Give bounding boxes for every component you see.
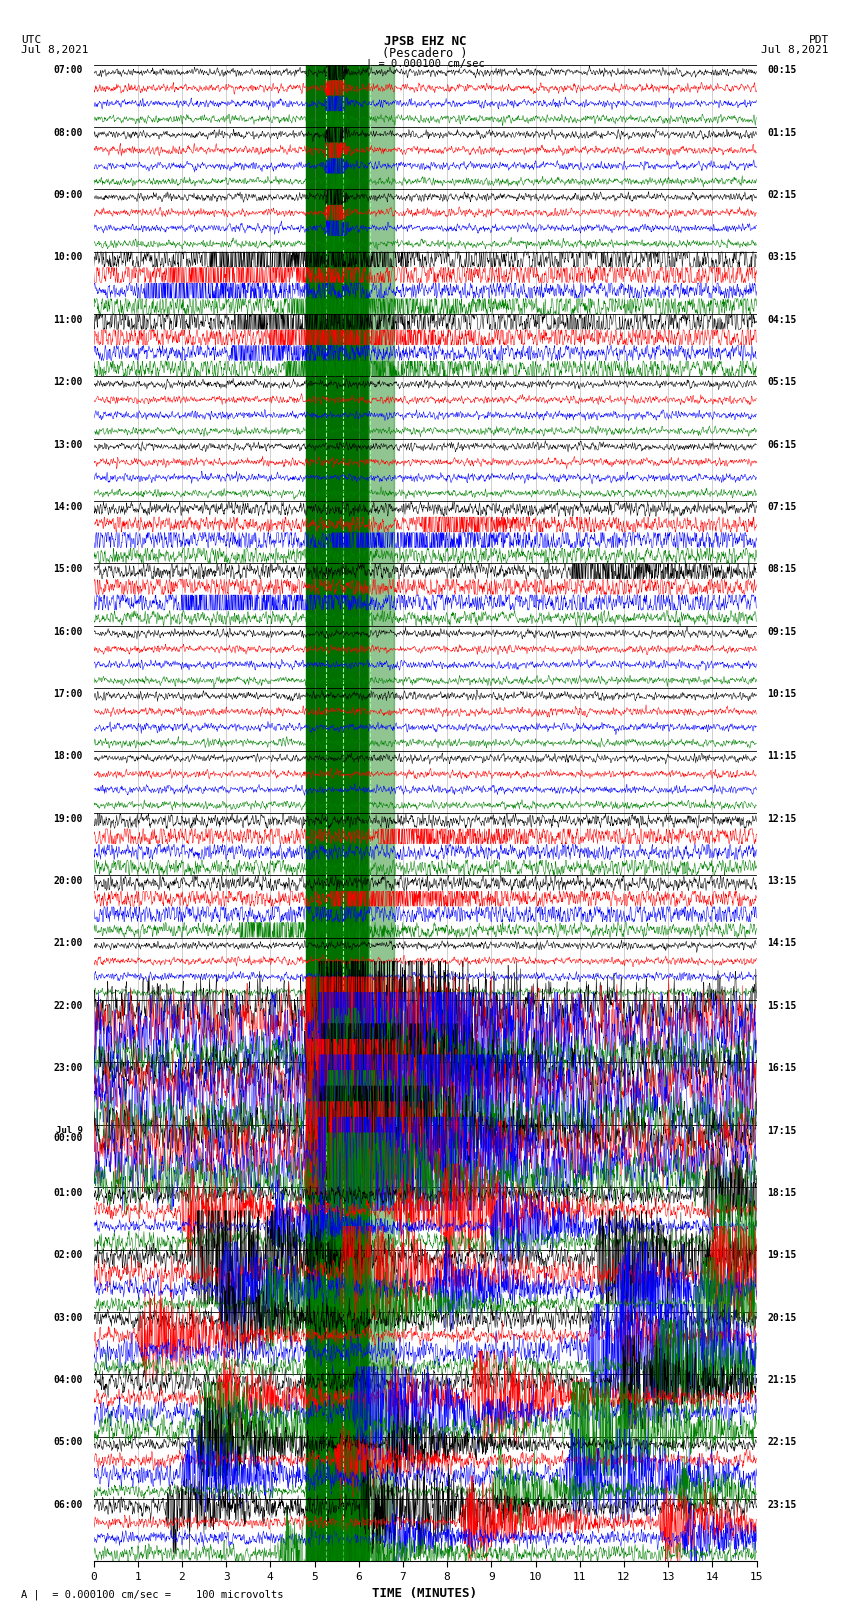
Text: 15:15: 15:15 <box>768 1000 797 1011</box>
Text: 13:00: 13:00 <box>53 439 82 450</box>
Text: 20:15: 20:15 <box>768 1313 797 1323</box>
Text: 00:15: 00:15 <box>768 65 797 76</box>
Text: 23:15: 23:15 <box>768 1500 797 1510</box>
Text: 09:00: 09:00 <box>53 190 82 200</box>
Text: A |  = 0.000100 cm/sec =    100 microvolts: A | = 0.000100 cm/sec = 100 microvolts <box>21 1589 284 1600</box>
Text: 13:15: 13:15 <box>768 876 797 886</box>
Text: 09:15: 09:15 <box>768 626 797 637</box>
Text: 11:00: 11:00 <box>53 315 82 324</box>
Text: 11:15: 11:15 <box>768 752 797 761</box>
Text: 10:00: 10:00 <box>53 252 82 263</box>
Text: 07:15: 07:15 <box>768 502 797 511</box>
Text: 03:15: 03:15 <box>768 252 797 263</box>
Bar <box>306 65 367 1561</box>
Text: 19:00: 19:00 <box>53 813 82 824</box>
Text: 02:15: 02:15 <box>768 190 797 200</box>
Text: 23:00: 23:00 <box>53 1063 82 1073</box>
Text: UTC: UTC <box>21 35 42 45</box>
Text: 14:00: 14:00 <box>53 502 82 511</box>
Text: 05:00: 05:00 <box>53 1437 82 1447</box>
Text: 04:00: 04:00 <box>53 1374 82 1386</box>
Text: 18:15: 18:15 <box>768 1187 797 1198</box>
Text: PDT: PDT <box>808 35 829 45</box>
Text: Jul 8,2021: Jul 8,2021 <box>762 45 829 55</box>
Text: 00:00: 00:00 <box>53 1134 82 1144</box>
Text: 22:00: 22:00 <box>53 1000 82 1011</box>
Text: 21:00: 21:00 <box>53 939 82 948</box>
X-axis label: TIME (MINUTES): TIME (MINUTES) <box>372 1587 478 1600</box>
Text: JPSB EHZ NC: JPSB EHZ NC <box>383 35 467 48</box>
Text: 19:15: 19:15 <box>768 1250 797 1260</box>
Text: 22:15: 22:15 <box>768 1437 797 1447</box>
Text: 10:15: 10:15 <box>768 689 797 698</box>
Text: 17:15: 17:15 <box>768 1126 797 1136</box>
Text: 01:00: 01:00 <box>53 1187 82 1198</box>
Text: 05:15: 05:15 <box>768 377 797 387</box>
Text: | = 0.000100 cm/sec: | = 0.000100 cm/sec <box>366 58 484 69</box>
Text: 20:00: 20:00 <box>53 876 82 886</box>
Text: 06:00: 06:00 <box>53 1500 82 1510</box>
Bar <box>367 65 394 1561</box>
Text: 12:15: 12:15 <box>768 813 797 824</box>
Text: 17:00: 17:00 <box>53 689 82 698</box>
Text: 07:00: 07:00 <box>53 65 82 76</box>
Text: 04:15: 04:15 <box>768 315 797 324</box>
Text: 16:00: 16:00 <box>53 626 82 637</box>
Text: 08:00: 08:00 <box>53 127 82 137</box>
Text: 21:15: 21:15 <box>768 1374 797 1386</box>
Text: Jul 8,2021: Jul 8,2021 <box>21 45 88 55</box>
Text: (Pescadero ): (Pescadero ) <box>382 47 468 60</box>
Text: 03:00: 03:00 <box>53 1313 82 1323</box>
Text: 01:15: 01:15 <box>768 127 797 137</box>
Text: 08:15: 08:15 <box>768 565 797 574</box>
Text: 14:15: 14:15 <box>768 939 797 948</box>
Text: 12:00: 12:00 <box>53 377 82 387</box>
Text: 16:15: 16:15 <box>768 1063 797 1073</box>
Text: Jul 9: Jul 9 <box>55 1126 82 1134</box>
Text: 18:00: 18:00 <box>53 752 82 761</box>
Text: 02:00: 02:00 <box>53 1250 82 1260</box>
Text: 15:00: 15:00 <box>53 565 82 574</box>
Text: 06:15: 06:15 <box>768 439 797 450</box>
